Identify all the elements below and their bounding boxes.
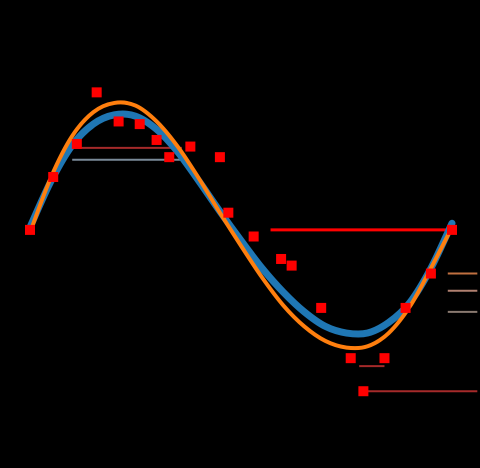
data-point-0 — [25, 224, 35, 235]
data-point-1 — [48, 171, 59, 182]
data-point-13 — [345, 353, 356, 364]
guide-lines — [72, 146, 478, 393]
fit-lines — [26, 100, 456, 351]
data-point-5 — [134, 119, 145, 130]
data-point-17 — [447, 224, 457, 235]
extra-marker-1 — [276, 253, 287, 264]
data-point-9 — [223, 207, 234, 218]
data-point-3 — [91, 87, 102, 98]
data-points — [25, 87, 457, 397]
data-point-7 — [164, 152, 175, 163]
data-point-6 — [151, 134, 162, 145]
data-point-15 — [400, 302, 411, 313]
data-point-8 — [185, 141, 196, 152]
data-point-2 — [71, 138, 82, 149]
extra-marker-0 — [214, 152, 225, 163]
series-line-0 — [26, 110, 456, 338]
data-point-11 — [286, 260, 297, 271]
data-point-10 — [248, 231, 259, 242]
data-point-14 — [379, 353, 390, 364]
series-line-1 — [28, 100, 454, 351]
data-point-12 — [316, 302, 327, 313]
extra-marker-2 — [358, 386, 369, 397]
data-point-16 — [425, 268, 436, 279]
data-point-4 — [113, 116, 124, 127]
